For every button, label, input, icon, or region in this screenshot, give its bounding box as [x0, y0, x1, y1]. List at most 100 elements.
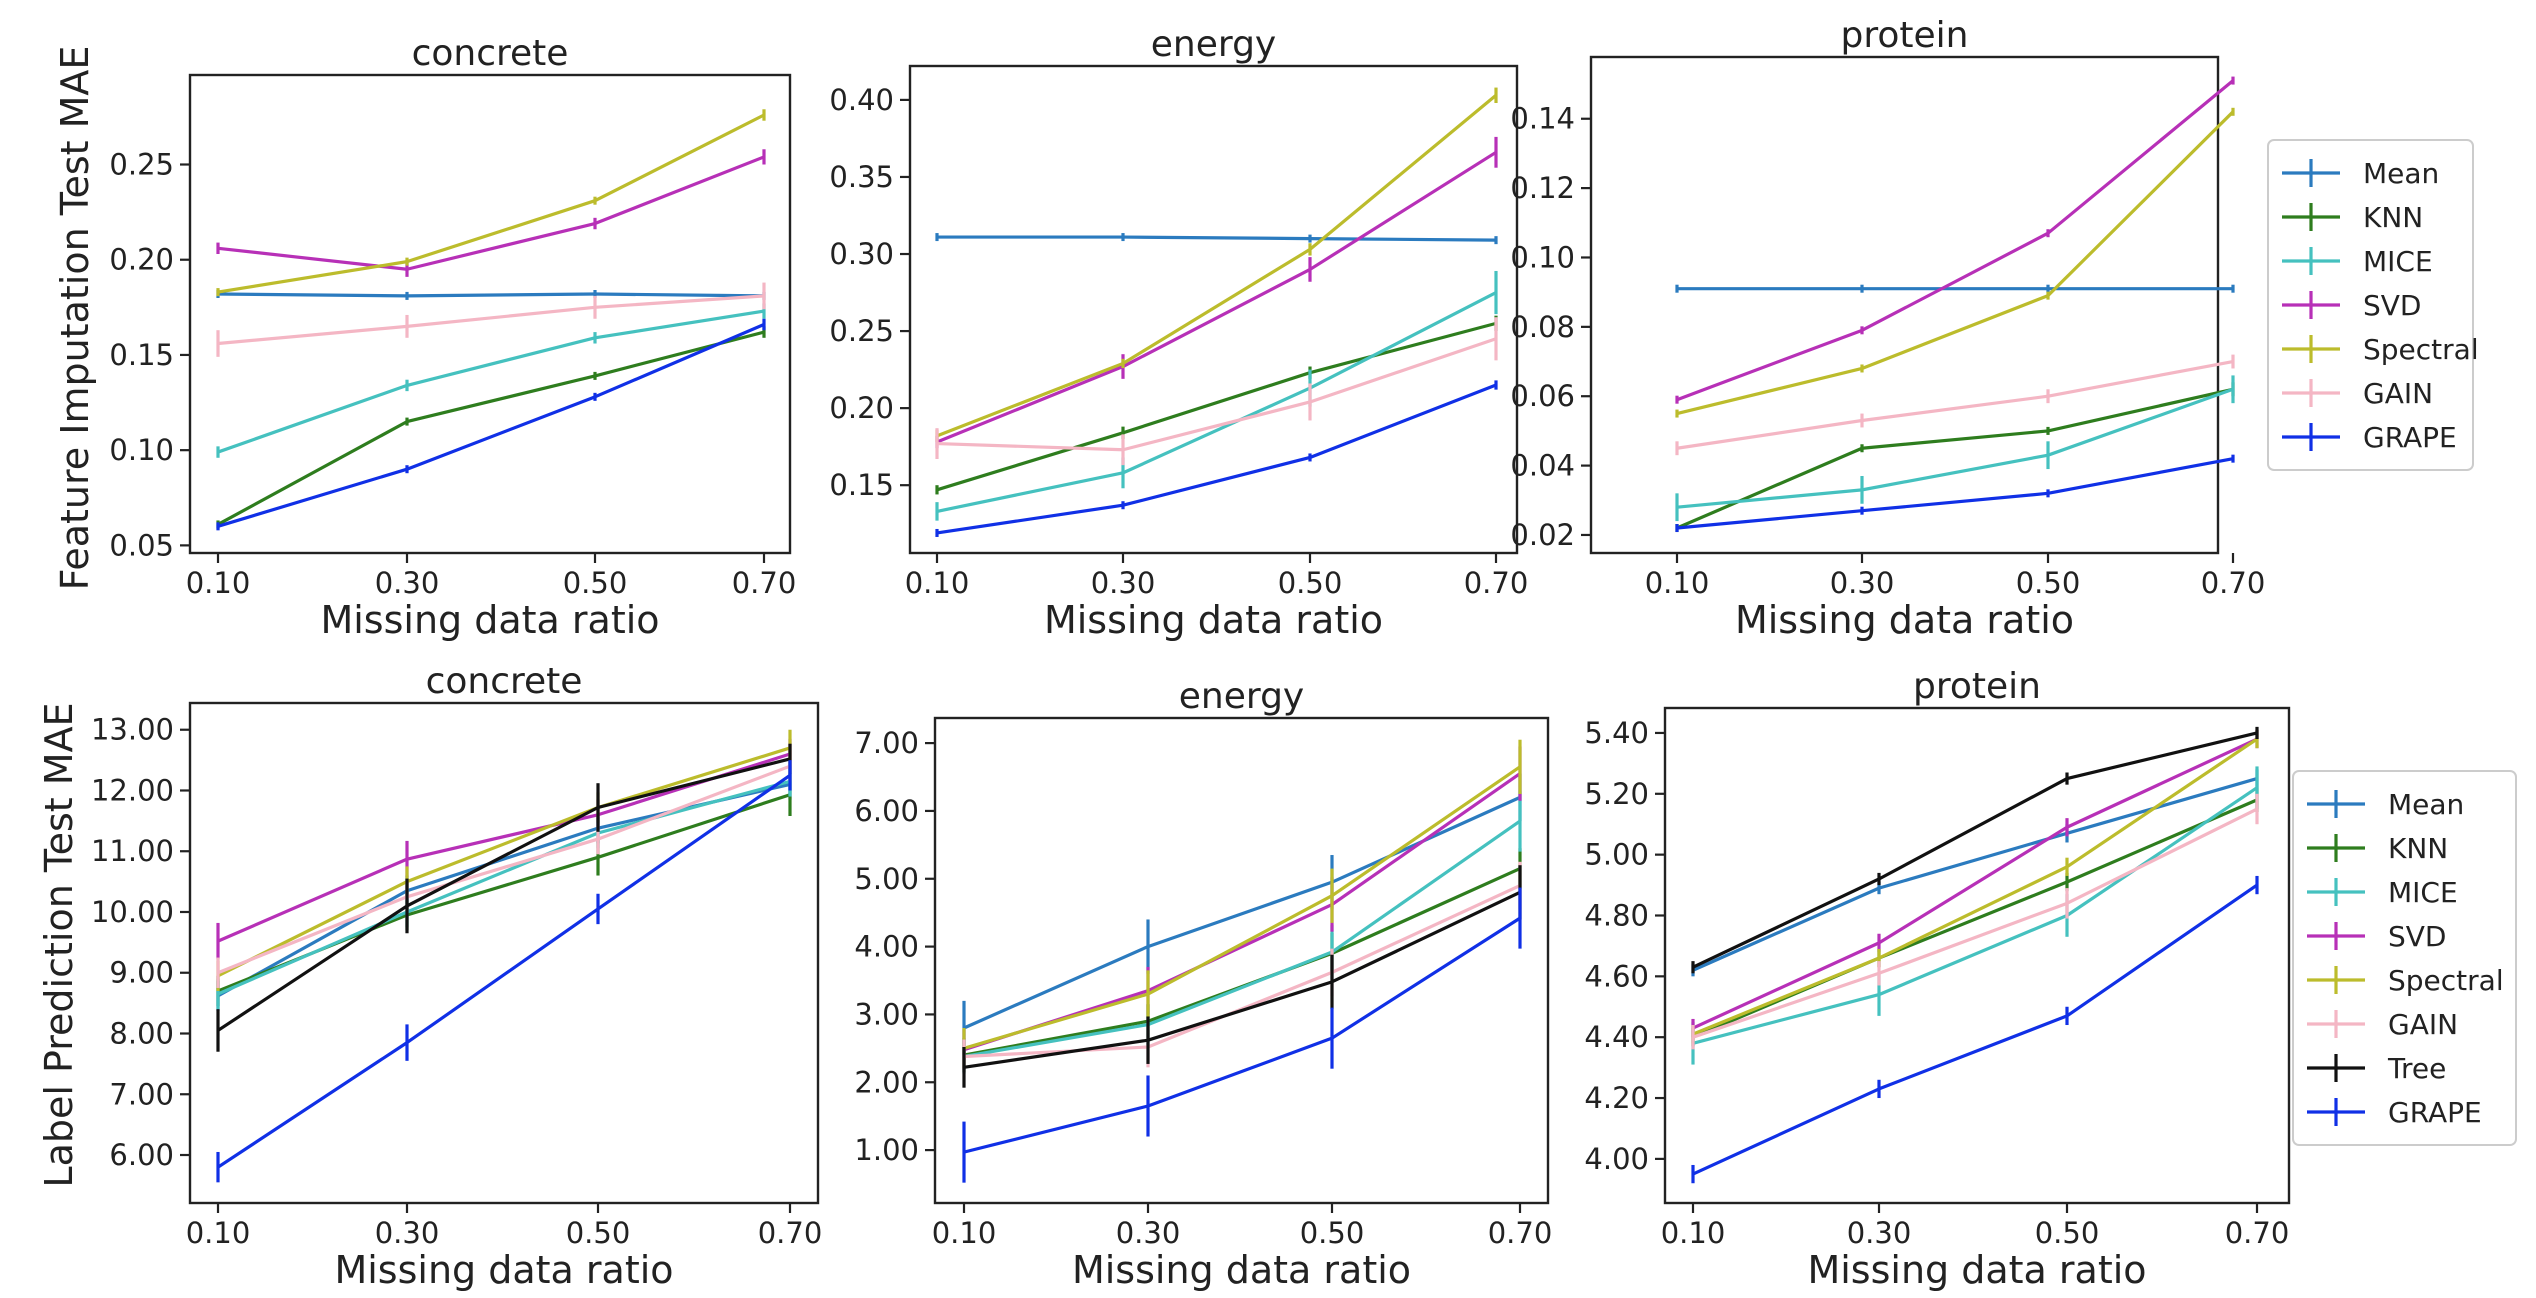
- y-tick-label: 4.80: [1584, 898, 1649, 932]
- series-gain: [216, 750, 792, 988]
- x-tick-label: 0.30: [1830, 566, 1895, 600]
- legend-label: GAIN: [2388, 1008, 2458, 1041]
- x-tick-label: 0.70: [732, 566, 797, 600]
- y-tick-label: 0.10: [109, 433, 174, 467]
- y-tick-label: 0.10: [1510, 240, 1575, 274]
- series-mice: [935, 270, 1498, 521]
- series-line-grape: [963, 916, 1521, 1154]
- y-tick-label: 0.02: [1510, 518, 1575, 552]
- y-tick-label: 0.35: [829, 160, 894, 194]
- series-line-mice: [217, 779, 791, 996]
- y-tick-label: 12.00: [91, 773, 174, 807]
- legend-entry-spectral: Spectral: [2282, 333, 2479, 366]
- series-mean: [1691, 769, 2259, 977]
- series-line-spectral: [963, 765, 1521, 1050]
- x-axis-label: Missing data ratio: [1044, 598, 1383, 642]
- y-tick-label: 5.00: [854, 862, 919, 896]
- series-line-mice: [1676, 387, 2234, 509]
- series-line-grape: [217, 323, 765, 528]
- series-line-mean: [1692, 777, 2258, 972]
- series-line-grape: [936, 383, 1497, 535]
- x-tick-label: 0.30: [375, 566, 440, 600]
- x-tick-label: 0.50: [563, 566, 628, 600]
- x-tick-label: 0.10: [186, 566, 251, 600]
- x-tick-label: 0.10: [186, 1216, 251, 1250]
- x-tick-label: 0.50: [1278, 566, 1343, 600]
- series-svd: [1675, 76, 2235, 404]
- y-tick-label: 5.40: [1584, 716, 1649, 750]
- series-spectral: [216, 109, 766, 297]
- series-line-mice: [963, 819, 1521, 1059]
- series-grape: [216, 760, 792, 1183]
- x-tick-label: 0.10: [1645, 566, 1710, 600]
- x-tick-label: 0.70: [1488, 1216, 1553, 1250]
- legend-label: Mean: [2388, 788, 2464, 821]
- legend-entry-mice: MICE: [2307, 876, 2458, 909]
- x-tick-label: 0.30: [1116, 1216, 1181, 1250]
- chart-title: energy: [1151, 24, 1276, 65]
- series-line-grape: [1676, 457, 2234, 530]
- series-line-tree: [217, 757, 791, 1032]
- series-mice: [1675, 375, 2235, 522]
- series-line-knn: [217, 793, 791, 993]
- series-mice: [216, 303, 766, 458]
- legend-box: [2292, 770, 2517, 1146]
- series-knn: [935, 315, 1498, 495]
- series-line-knn: [1676, 387, 2234, 530]
- legend-label: MICE: [2363, 245, 2433, 278]
- plot-frame: [1589, 55, 2220, 555]
- legend-label: GRAPE: [2388, 1096, 2482, 1129]
- y-tick-label: 0.04: [1510, 449, 1575, 483]
- series-svd: [962, 746, 1522, 1071]
- y-tick-label: 5.20: [1584, 777, 1649, 811]
- series-line-mice: [1692, 786, 2258, 1045]
- legend-feature: Mean KNN MICE SVD Spectral GAIN GRAPE: [2267, 139, 2479, 471]
- series-grape: [962, 887, 1522, 1183]
- series-line-spectral: [217, 746, 791, 978]
- series-line-grape: [217, 773, 791, 1169]
- y-tick-label: 4.20: [1584, 1081, 1649, 1115]
- series-line-knn: [963, 867, 1521, 1057]
- y-tick-label: 7.00: [109, 1077, 174, 1111]
- y-tick-label: 0.25: [109, 148, 174, 182]
- y-tick-label: 6.00: [854, 794, 919, 828]
- legend-entry-mean: Mean: [2282, 157, 2439, 190]
- y-tick-label: 0.12: [1510, 171, 1575, 205]
- series-gain: [1691, 793, 2259, 1050]
- series-spectral: [935, 87, 1498, 443]
- y-tick-label: 13.00: [91, 713, 174, 747]
- series-spectral: [1675, 107, 2235, 418]
- series-tree: [962, 865, 1522, 1088]
- legend-label: SVD: [2388, 920, 2447, 953]
- x-tick-label: 0.30: [375, 1216, 440, 1250]
- legend-entry-gain: GAIN: [2307, 1008, 2458, 1041]
- y-tick-label: 0.08: [1510, 310, 1575, 344]
- series-line-mean: [217, 782, 791, 998]
- x-tick-label: 0.50: [2016, 566, 2081, 600]
- x-axis-label: Missing data ratio: [1735, 598, 2074, 642]
- row-ylabel-feature: Feature Imputation Test MAE: [53, 46, 97, 591]
- plot-frame: [908, 64, 1519, 555]
- y-tick-label: 8.00: [109, 1016, 174, 1050]
- x-axis-label: Missing data ratio: [334, 1248, 673, 1292]
- y-tick-label: 4.40: [1584, 1020, 1649, 1054]
- series-line-svd: [1676, 79, 2235, 402]
- x-tick-label: 0.70: [2201, 566, 2266, 600]
- legend-label: Mean: [2363, 157, 2439, 190]
- plot-frame: [933, 716, 1550, 1205]
- series-spectral: [962, 739, 1522, 1069]
- row-ylabel-label: Label Prediction Test MAE: [37, 702, 81, 1187]
- x-tick-label: 0.50: [2035, 1216, 2100, 1250]
- series-line-svd: [936, 150, 1497, 444]
- y-tick-label: 0.14: [1510, 102, 1575, 136]
- y-tick-label: 11.00: [91, 834, 174, 868]
- series-line-knn: [217, 330, 765, 526]
- legend-label: SVD: [2363, 289, 2422, 322]
- legend-label: Spectral: [2388, 964, 2504, 997]
- series-line-mean: [937, 235, 1497, 242]
- legend-entry-knn: KNN: [2307, 832, 2448, 865]
- series-line-tree: [963, 890, 1521, 1069]
- x-tick-label: 0.30: [1847, 1216, 1912, 1250]
- series-knn: [962, 848, 1522, 1073]
- series-line-grape: [1692, 883, 2258, 1176]
